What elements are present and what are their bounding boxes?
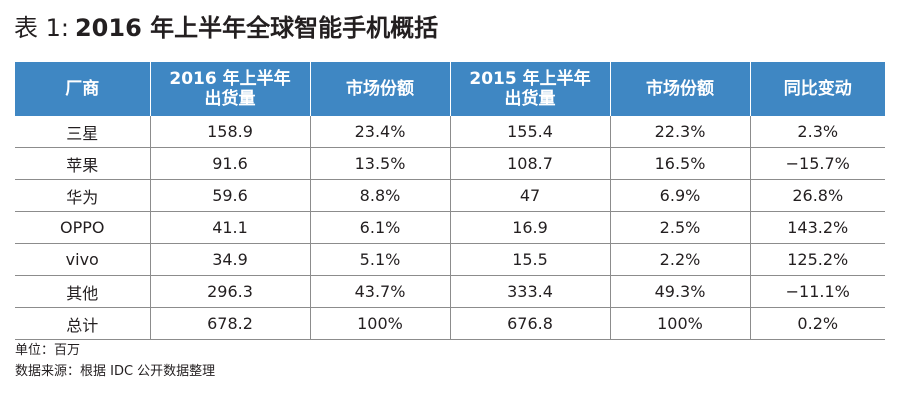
table-title: 表 1: 2016 年上半年全球智能手机概括 [14, 8, 438, 48]
value-cell: 2.2% [609, 243, 750, 276]
value-cell: 155.4 [449, 116, 610, 148]
vendor-cell: 总计 [15, 307, 150, 340]
value-cell: 143.2% [749, 211, 885, 244]
value-cell: 26.8% [749, 179, 885, 212]
table-title-text: 2016 年上半年全球智能手机概括 [74, 14, 439, 42]
value-cell: 676.8 [449, 307, 610, 340]
header-2015-shipments: 2015 年上半年 出货量 [449, 62, 611, 116]
value-cell: 6.9% [609, 179, 750, 212]
header-2016-shipments: 2016 年上半年 出货量 [149, 62, 311, 116]
header-2016-share: 市场份额 [309, 62, 451, 116]
value-cell: 34.9 [149, 243, 310, 276]
value-cell: −15.7% [749, 147, 885, 180]
value-cell: 47 [449, 179, 610, 212]
value-cell: 2.3% [749, 116, 885, 148]
table-notes: 单位：百万 数据来源：根据 IDC 公开数据整理 [15, 340, 215, 382]
value-cell: −11.1% [749, 275, 885, 308]
table-row: 三星 158.9 23.4% 155.4 22.3% 2.3% [15, 116, 885, 148]
value-cell: 13.5% [309, 147, 450, 180]
value-cell: 0.2% [749, 307, 885, 340]
table-header-row: 厂商 2016 年上半年 出货量 市场份额 2015 年上半年 出货量 市场份额 同… [15, 62, 885, 116]
vendor-cell: 华为 [15, 179, 150, 212]
vendor-cell: 三星 [15, 116, 150, 148]
vendor-cell: OPPO [15, 211, 150, 244]
value-cell: 678.2 [149, 307, 310, 340]
value-cell: 23.4% [309, 116, 450, 148]
value-cell: 333.4 [449, 275, 610, 308]
table-row: 华为 59.6 8.8% 47 6.9% 26.8% [15, 179, 885, 212]
header-vendor: 厂商 [15, 62, 151, 116]
value-cell: 16.5% [609, 147, 750, 180]
unit-note: 单位：百万 [15, 343, 81, 358]
value-cell: 6.1% [309, 211, 450, 244]
value-cell: 91.6 [149, 147, 310, 180]
value-cell: 59.6 [149, 179, 310, 212]
vendor-cell: 苹果 [15, 147, 150, 180]
table-row: 苹果 91.6 13.5% 108.7 16.5% −15.7% [15, 147, 885, 180]
table-row: 总计 678.2 100% 676.8 100% 0.2% [15, 307, 885, 340]
value-cell: 15.5 [449, 243, 610, 276]
vendor-cell: vivo [15, 243, 150, 276]
value-cell: 100% [309, 307, 450, 340]
value-cell: 16.9 [449, 211, 610, 244]
source-note: 数据来源：根据 IDC 公开数据整理 [15, 364, 216, 379]
value-cell: 158.9 [149, 116, 310, 148]
vendor-cell: 其他 [15, 275, 150, 308]
value-cell: 22.3% [609, 116, 750, 148]
value-cell: 125.2% [749, 243, 885, 276]
value-cell: 43.7% [309, 275, 450, 308]
header-2015-share: 市场份额 [609, 62, 751, 116]
value-cell: 8.8% [309, 179, 450, 212]
header-yoy-change: 同比变动 [749, 62, 885, 116]
value-cell: 296.3 [149, 275, 310, 308]
value-cell: 2.5% [609, 211, 750, 244]
value-cell: 108.7 [449, 147, 610, 180]
table-number: 表 1: [14, 14, 69, 42]
table-row: OPPO 41.1 6.1% 16.9 2.5% 143.2% [15, 211, 885, 244]
table-row: vivo 34.9 5.1% 15.5 2.2% 125.2% [15, 243, 885, 276]
shipments-table: 厂商 2016 年上半年 出货量 市场份额 2015 年上半年 出货量 市场份额 同… [15, 62, 885, 340]
value-cell: 100% [609, 307, 750, 340]
table-row: 其他 296.3 43.7% 333.4 49.3% −11.1% [15, 275, 885, 308]
value-cell: 41.1 [149, 211, 310, 244]
value-cell: 49.3% [609, 275, 750, 308]
value-cell: 5.1% [309, 243, 450, 276]
